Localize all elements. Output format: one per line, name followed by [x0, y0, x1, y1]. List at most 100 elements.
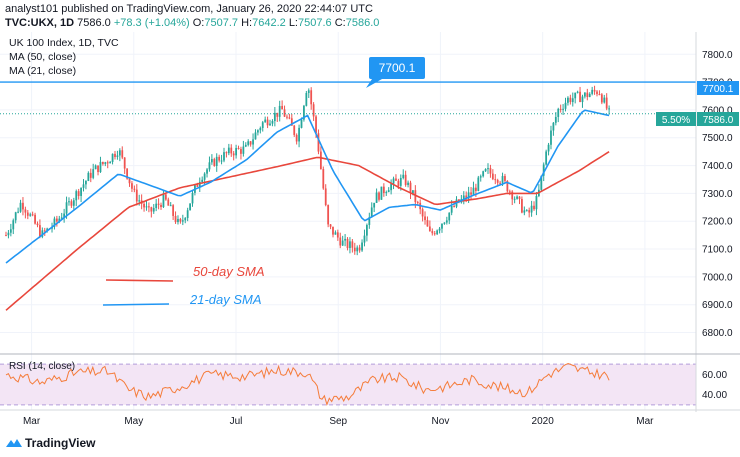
candle-body [87, 172, 90, 181]
open-label: O: [192, 17, 205, 29]
resistance-callout-box [369, 57, 425, 79]
high-value: 7642.2 [252, 17, 286, 29]
candle-body [579, 91, 581, 103]
candle-body [392, 178, 395, 184]
candle-body [365, 224, 368, 236]
candle-body [390, 183, 393, 191]
price-tick-7000: 7000.0 [702, 272, 733, 283]
candle-body [152, 208, 155, 212]
last-price-tag: 7586.0 [697, 112, 739, 126]
candle-body [571, 98, 574, 103]
candle-body [426, 220, 429, 227]
candle-body [482, 171, 485, 177]
candle-body [608, 108, 611, 110]
candle-body [569, 97, 572, 103]
candle-body [312, 104, 315, 117]
candle-body [375, 192, 378, 203]
candle-body [266, 119, 269, 126]
candle-body [29, 214, 32, 216]
candle-body [528, 210, 531, 213]
candle-body [94, 165, 97, 170]
candle-body [496, 180, 499, 183]
candle-body [319, 151, 322, 170]
rsi-axis[interactable]: 40.00 60.00 [702, 370, 727, 401]
time-tick-5: 2020 [532, 416, 555, 427]
candle-body [315, 116, 317, 134]
candle-body [353, 247, 356, 252]
last-tag-text: 7586.0 [703, 115, 734, 126]
candle-body [542, 164, 545, 176]
candle-body [58, 218, 61, 222]
percent-tag-text: 5.50% [662, 115, 690, 126]
time-tick-1: May [124, 416, 143, 427]
sma21-key-line [102, 303, 170, 306]
candle-body [225, 152, 228, 154]
candle-body [271, 121, 274, 124]
close-value: 7586.0 [345, 17, 380, 29]
price-change: +78.3 (+1.04%) [113, 17, 190, 29]
candle-body [562, 108, 564, 110]
low-value: 7507.6 [298, 17, 332, 29]
candle-body [276, 112, 279, 117]
candle-body [19, 202, 22, 212]
candle-body [169, 205, 172, 207]
candle-body [131, 183, 133, 189]
candle-body [586, 92, 589, 97]
candle-body [9, 229, 12, 233]
price-chart[interactable]: 6800.0 6900.0 7000.0 7100.0 7200.0 7300.0 7400… [0, 32, 740, 432]
candle-body [470, 192, 472, 195]
candle-body [92, 169, 95, 178]
candle-body [416, 202, 419, 204]
price-tick-7400: 7400.0 [702, 161, 733, 172]
candle-body [167, 199, 170, 206]
candle-body [14, 212, 17, 221]
candle-body [593, 89, 596, 92]
time-tick-4: Nov [432, 416, 450, 427]
candle-body [513, 198, 516, 200]
candle-body [143, 203, 145, 208]
time-axis[interactable]: Mar May Jul Sep Nov 2020 Mar [23, 416, 654, 427]
candle-body [462, 195, 465, 199]
candle-body [293, 125, 296, 135]
candle-body [329, 224, 332, 227]
candle-body [557, 108, 560, 117]
candle-body [80, 187, 82, 196]
legend-ma50: MA (50, close) [9, 51, 76, 63]
candle-body [220, 160, 223, 162]
candle-body [428, 226, 431, 232]
candle-body [145, 206, 148, 208]
legend-ma21: MA (21, close) [9, 65, 76, 77]
price-tick-7800: 7800.0 [702, 50, 733, 61]
candle-body [290, 118, 293, 126]
candle-body [174, 215, 177, 223]
high-label: H: [241, 17, 253, 29]
candle-body [603, 97, 606, 103]
candle-body [63, 213, 66, 218]
candle-body [552, 122, 555, 131]
candle-body [126, 168, 129, 179]
candle-body [501, 176, 504, 183]
footer: TradingView [0, 432, 740, 457]
candle-body [133, 188, 136, 190]
candle-body [525, 210, 528, 212]
candle-body [235, 147, 238, 156]
candle-body [404, 174, 407, 185]
candle-body [465, 195, 468, 199]
candle-body [407, 182, 409, 185]
candle-body [128, 178, 131, 184]
candle-body [97, 165, 99, 173]
candle-body [368, 217, 371, 225]
candle-body [504, 176, 506, 181]
candle-body [385, 192, 388, 194]
candle-body [89, 172, 92, 178]
candle-body [499, 182, 502, 184]
candle-body [177, 218, 179, 223]
candle-body [303, 105, 305, 120]
candle-body [506, 180, 509, 192]
candle-body [189, 203, 191, 211]
tradingview-logo[interactable]: TradingView [6, 436, 95, 450]
candle-body [479, 176, 482, 178]
candle-body [172, 205, 175, 216]
candle-body [409, 182, 412, 194]
candle-body [591, 89, 594, 94]
